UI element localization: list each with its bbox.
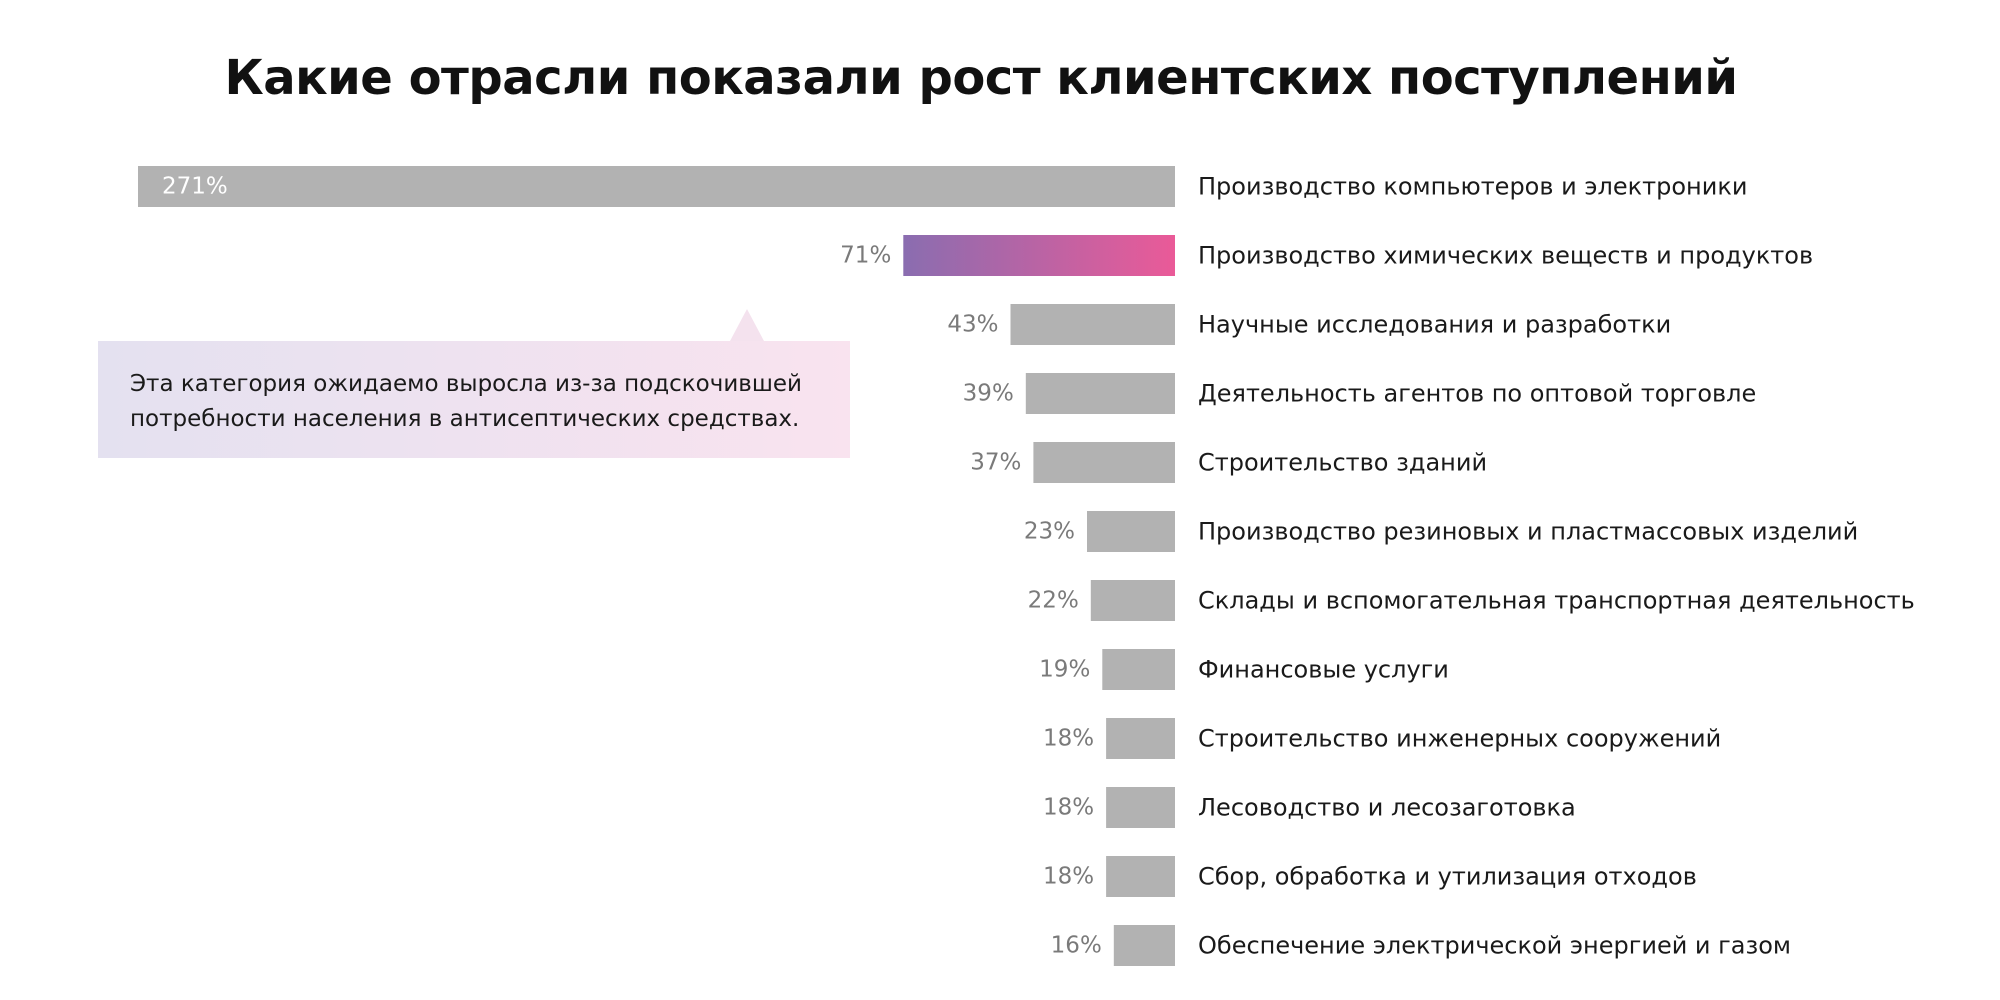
bar [1010, 304, 1175, 345]
bar-value-label: 18% [1043, 795, 1094, 821]
bar [1033, 442, 1175, 483]
bar-value-label: 19% [1039, 657, 1090, 683]
annotation-callout: Эта категория ожидаемо выросла из-за под… [98, 341, 850, 458]
bar [1087, 511, 1175, 552]
annotation-text: Эта категория ожидаемо выросла из-за под… [130, 371, 802, 432]
bar [138, 166, 1175, 207]
bar [1102, 649, 1175, 690]
category-label: Научные исследования и разработки [1198, 311, 1671, 339]
bar-value-label: 22% [1028, 588, 1079, 614]
bar [1106, 787, 1175, 828]
chart-title: Какие отрасли показали рост клиентских п… [224, 50, 1738, 106]
category-label: Сбор, обработка и утилизация отходов [1198, 863, 1697, 891]
category-label: Обеспечение электрической энергией и газ… [1198, 932, 1791, 960]
category-label: Лесоводство и лесозаготовка [1198, 794, 1576, 822]
category-label: Финансовые услуги [1198, 656, 1449, 684]
bars-group: 271% Производство компьютеров и электрони… [138, 166, 1915, 966]
category-label: Строительство зданий [1198, 449, 1487, 477]
bar-value-label: 71% [840, 243, 891, 269]
bar-value-label: 18% [1043, 864, 1094, 890]
bar-value-label: 37% [970, 450, 1021, 476]
category-label: Производство резиновых и пластмассовых и… [1198, 518, 1858, 546]
category-label: Производство компьютеров и электроники [1198, 173, 1747, 201]
bar-value-label: 43% [947, 312, 998, 338]
category-label: Деятельность агентов по оптовой торговле [1198, 380, 1756, 408]
bar [1025, 373, 1175, 414]
bar [1106, 718, 1175, 759]
callout-pointer [730, 309, 764, 341]
bar [1113, 925, 1175, 966]
bar-value-label: 271% [162, 174, 228, 200]
bar-value-label: 39% [963, 381, 1014, 407]
bar [1090, 580, 1175, 621]
bar-value-label: 16% [1051, 933, 1102, 959]
category-label: Производство химических веществ и продук… [1198, 242, 1813, 270]
bar [1106, 856, 1175, 897]
bar-value-label: 23% [1024, 519, 1075, 545]
bar [903, 235, 1175, 276]
category-label: Строительство инженерных сооружений [1198, 725, 1721, 753]
category-label: Склады и вспомогательная транспортная де… [1198, 587, 1915, 615]
bar-value-label: 18% [1043, 726, 1094, 752]
